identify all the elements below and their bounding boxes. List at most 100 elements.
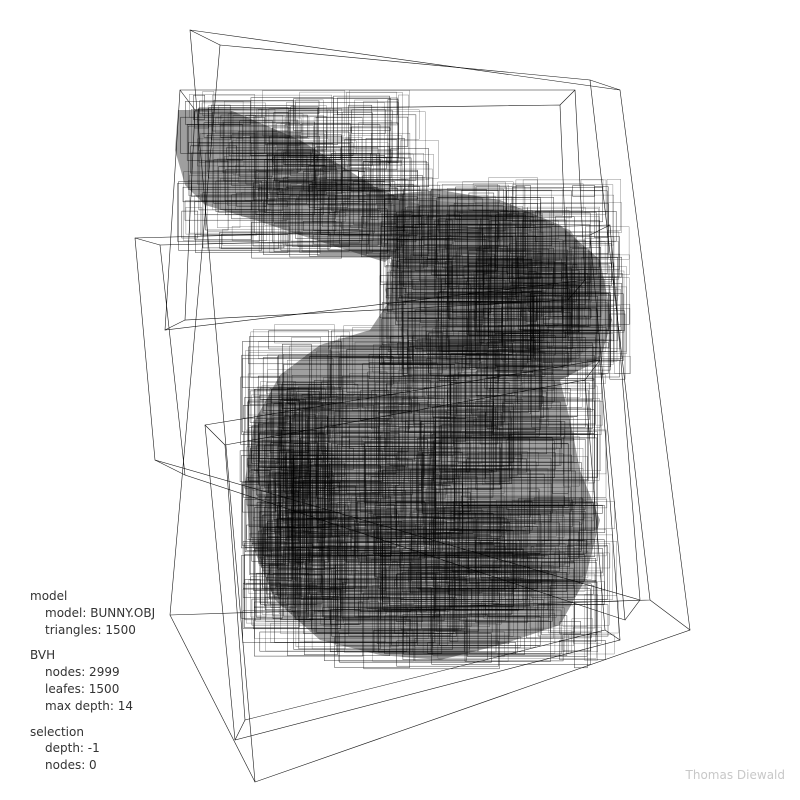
bbox-front-face bbox=[264, 110, 338, 145]
bbox-front-face bbox=[419, 205, 483, 282]
bbox-front-face bbox=[397, 215, 425, 269]
bbox-front-face bbox=[316, 591, 435, 633]
bbox-back-face bbox=[254, 548, 296, 612]
bbox-front-face bbox=[432, 615, 568, 656]
bvh-node-box bbox=[190, 138, 245, 174]
bbox-front-face bbox=[291, 470, 317, 497]
bbox-front-face bbox=[287, 471, 334, 484]
bbox-back-face bbox=[286, 102, 385, 156]
bbox-back-face bbox=[258, 461, 280, 566]
bvh-node-box bbox=[191, 150, 325, 197]
selection-section-title: selection bbox=[30, 724, 84, 739]
bbox-back-face bbox=[349, 90, 410, 108]
bbox-front-face bbox=[439, 425, 497, 473]
bvh-node-box bbox=[242, 478, 287, 547]
bvh-node-box bbox=[434, 369, 522, 476]
bbox-back-face bbox=[231, 110, 319, 134]
bbox-front-face bbox=[490, 378, 594, 400]
bbox-back-face bbox=[435, 325, 512, 349]
bbox-back-face bbox=[343, 201, 392, 236]
bbox-back-face bbox=[568, 634, 615, 655]
bvh-node-box bbox=[306, 529, 342, 620]
bbox-edge bbox=[189, 29, 221, 46]
bbox-back-face bbox=[438, 369, 522, 469]
bbox-back-face bbox=[427, 230, 533, 251]
bbox-back-face bbox=[212, 94, 332, 109]
bvh-node-box bbox=[393, 210, 508, 273]
bbox-front-face bbox=[337, 97, 398, 115]
bbox-back-face bbox=[525, 210, 570, 254]
bbox-back-face bbox=[269, 198, 373, 253]
bbox-back-face bbox=[598, 356, 631, 374]
bbox-front-face bbox=[251, 222, 342, 259]
bbox-back-face bbox=[283, 177, 379, 221]
bbox-front-face bbox=[348, 510, 373, 531]
bbox-front-face bbox=[384, 615, 443, 654]
bbox-back-face bbox=[418, 206, 468, 247]
bbox-front-face bbox=[609, 313, 626, 380]
bbox-front-face bbox=[438, 218, 482, 234]
bbox-back-face bbox=[207, 187, 289, 244]
bbox-back-face bbox=[467, 499, 608, 509]
bbox-front-face bbox=[244, 542, 347, 585]
bvh-node-box bbox=[292, 472, 337, 570]
bbox-front-face bbox=[469, 567, 542, 584]
bbox-back-face bbox=[532, 262, 566, 303]
bbox-front-face bbox=[346, 348, 514, 393]
bbox-back-face bbox=[554, 552, 610, 626]
bbox-front-face bbox=[508, 352, 546, 377]
bbox-back-face bbox=[541, 334, 596, 426]
bbox-edge bbox=[589, 79, 621, 91]
bvh-node-box bbox=[212, 104, 295, 132]
bbox-back-face bbox=[384, 360, 461, 452]
bbox-front-face bbox=[198, 108, 263, 118]
bbox-front-face bbox=[240, 376, 281, 445]
bbox-back-face bbox=[391, 376, 413, 388]
bbox-front-face bbox=[389, 565, 530, 606]
bbox-back-face bbox=[459, 581, 606, 591]
bvh-node-box bbox=[389, 561, 533, 606]
bvh-node-box bbox=[575, 226, 630, 270]
bbox-front-face bbox=[484, 378, 596, 389]
bbox-back-face bbox=[453, 501, 615, 529]
bbox-back-face bbox=[341, 515, 359, 553]
bbox-back-face bbox=[474, 185, 500, 203]
bbox-back-face bbox=[426, 513, 511, 586]
bbox-front-face bbox=[494, 333, 600, 366]
bvh-node-box bbox=[533, 266, 627, 359]
bvh-node-box bbox=[435, 553, 490, 632]
bbox-front-face bbox=[440, 439, 562, 449]
bvh-node-box bbox=[266, 568, 305, 595]
bbox-front-face bbox=[231, 134, 342, 186]
bvh-node-box bbox=[450, 374, 593, 420]
bbox-back-face bbox=[317, 469, 331, 539]
bbox-front-face bbox=[250, 97, 334, 144]
bbox-back-face bbox=[422, 337, 581, 398]
bvh-node-box bbox=[267, 568, 334, 605]
bbox-back-face bbox=[231, 226, 290, 241]
bvh-node-box bbox=[527, 256, 618, 307]
bbox-front-face bbox=[272, 189, 385, 243]
bbox-back-face bbox=[289, 454, 318, 466]
bbox-front-face bbox=[258, 187, 283, 212]
bvh-node-box bbox=[572, 179, 604, 197]
bbox-front-face bbox=[258, 530, 310, 564]
bbox-back-face bbox=[532, 286, 553, 313]
bbox-front-face bbox=[434, 375, 519, 476]
bbox-front-face bbox=[290, 106, 319, 177]
bbox-back-face bbox=[467, 399, 523, 459]
bbox-front-face bbox=[268, 330, 329, 350]
bbox-front-face bbox=[309, 356, 466, 442]
bbox-back-face bbox=[354, 99, 378, 149]
bvh-root-box bbox=[169, 29, 691, 783]
bbox-back-face bbox=[271, 490, 293, 558]
bvh-node-box bbox=[281, 396, 339, 429]
bbox-back-face bbox=[264, 180, 385, 226]
bbox-front-face bbox=[567, 545, 608, 600]
bbox-front-face bbox=[468, 548, 603, 574]
bbox-back-face bbox=[392, 260, 442, 294]
bbox-front-face bbox=[457, 403, 514, 463]
bbox-front-face bbox=[303, 220, 337, 231]
bvh-node-box bbox=[371, 382, 414, 430]
